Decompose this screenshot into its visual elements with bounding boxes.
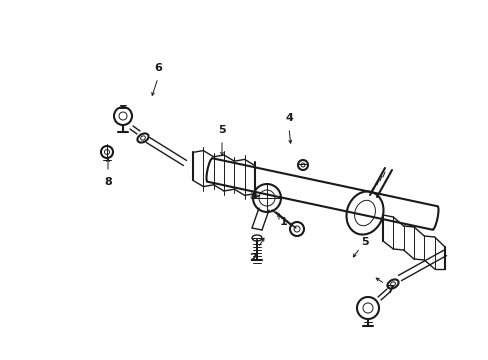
Text: 2: 2 xyxy=(248,253,256,263)
Text: 1: 1 xyxy=(280,217,287,227)
Text: 3: 3 xyxy=(249,191,256,201)
Text: 7: 7 xyxy=(386,285,393,295)
Text: 8: 8 xyxy=(104,177,112,187)
Text: 6: 6 xyxy=(154,63,162,73)
Text: 4: 4 xyxy=(285,113,292,123)
Text: 5: 5 xyxy=(361,237,368,247)
Text: 5: 5 xyxy=(218,125,225,135)
